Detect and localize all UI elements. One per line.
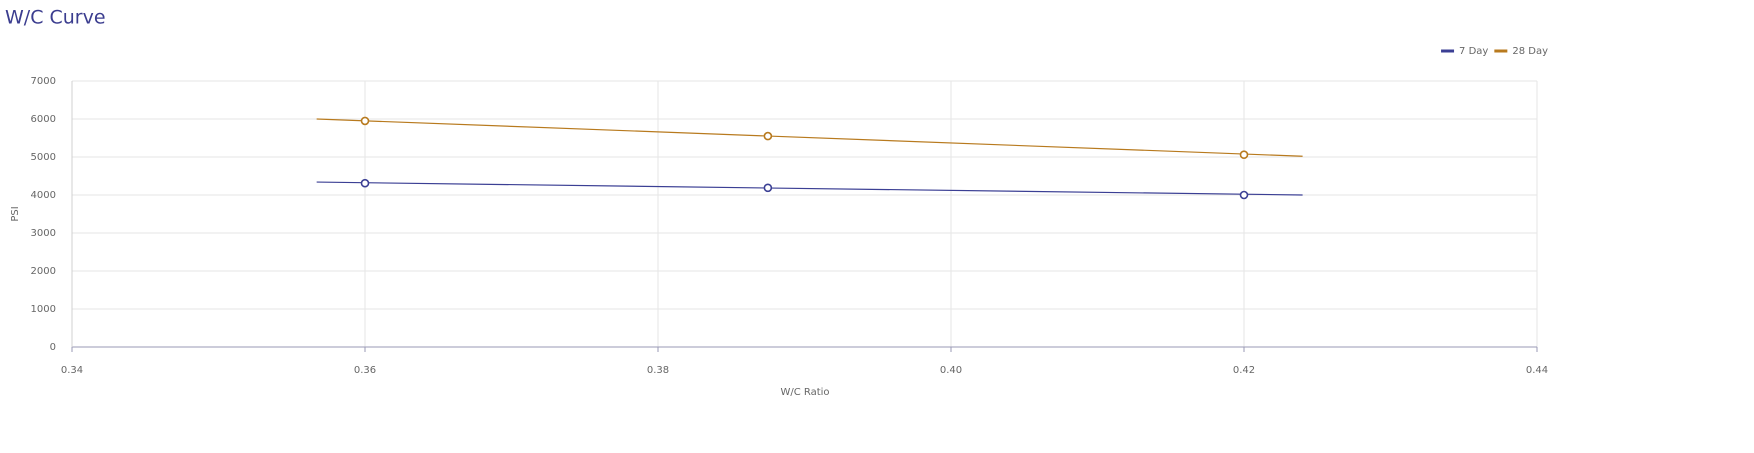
x-tick-label: 0.40: [940, 365, 962, 376]
legend-label: 7 Day: [1459, 46, 1488, 57]
y-tick-label: 4000: [31, 190, 56, 201]
y-tick-label: 0: [50, 342, 56, 353]
x-tick-label: 0.38: [647, 365, 669, 376]
x-tick-label: 0.44: [1526, 365, 1548, 376]
legend-label: 28 Day: [1512, 46, 1548, 57]
x-tick-label: 0.42: [1233, 365, 1255, 376]
y-tick-label: 6000: [31, 114, 56, 125]
trend-line: [316, 181, 1303, 196]
data-point: [360, 116, 370, 126]
y-tick-label: 1000: [31, 304, 56, 315]
x-tick-label: 0.36: [354, 365, 376, 376]
chart-title: W/C Curve: [5, 7, 106, 29]
y-axis-label: PSI: [10, 206, 21, 221]
data-point: [763, 131, 773, 141]
y-tick-label: 7000: [31, 76, 56, 87]
y-tick-label: 5000: [31, 152, 56, 163]
x-axis-label: W/C Ratio: [780, 387, 829, 398]
data-point: [1239, 150, 1249, 160]
data-point: [360, 178, 370, 188]
data-point: [1239, 190, 1249, 200]
x-tick-label: 0.34: [61, 365, 83, 376]
trend-line: [316, 118, 1303, 157]
y-tick-label: 2000: [31, 266, 56, 277]
y-tick-label: 3000: [31, 228, 56, 239]
data-point: [763, 183, 773, 193]
